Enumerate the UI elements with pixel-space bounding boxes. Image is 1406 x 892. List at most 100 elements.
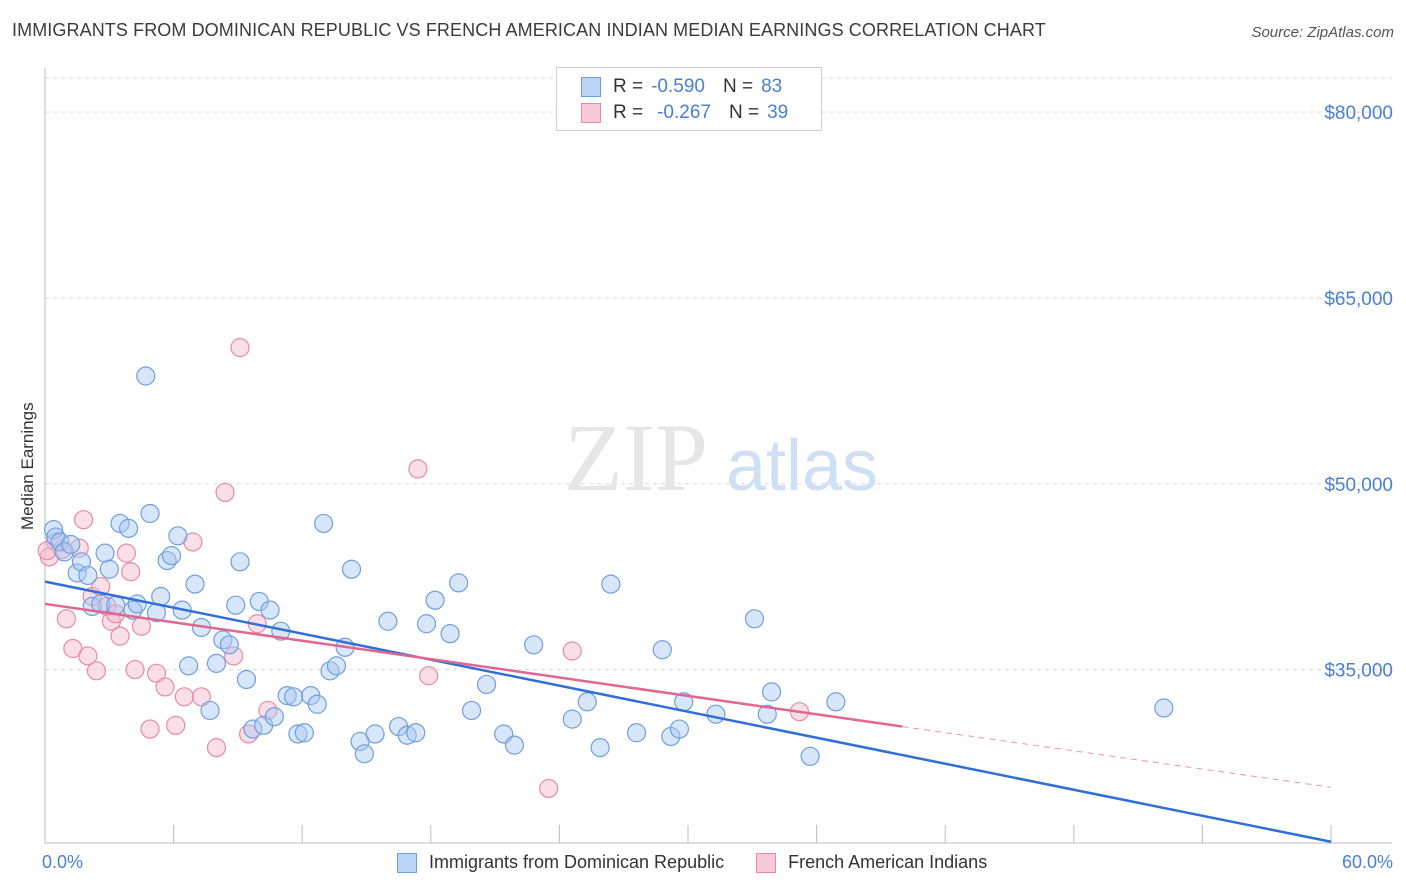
point-french [215, 482, 235, 503]
point-dominican [206, 653, 227, 673]
point-dominican [54, 542, 74, 562]
point-dominican [476, 674, 497, 695]
r-value: -0.267 [657, 102, 711, 123]
point-french [110, 626, 130, 646]
point-dominican [744, 609, 765, 629]
point-dominican [106, 595, 126, 615]
point-dominican [200, 700, 220, 721]
point-dominican [341, 559, 362, 579]
point-french [56, 609, 77, 629]
r-value: -0.590 [651, 76, 705, 97]
point-french [86, 661, 107, 681]
point-dominican [826, 692, 846, 712]
point-dominican [277, 685, 297, 706]
point-dominican [288, 724, 308, 744]
y-tick-label: $35,000 [1324, 661, 1393, 682]
legend-row-blue: R = -0.590 N = 83 [581, 76, 782, 98]
point-dominican [236, 669, 257, 690]
point-dominican [127, 594, 147, 614]
point-french [539, 778, 559, 799]
point-dominican [626, 723, 647, 743]
point-french [125, 659, 145, 680]
point-dominican [757, 704, 777, 724]
point-dominican [461, 700, 482, 721]
n-value: 39 [767, 102, 789, 123]
legend-swatch-pink [581, 103, 601, 123]
point-dominican [260, 600, 280, 620]
point-dominican [213, 630, 233, 650]
point-french [224, 646, 244, 666]
y-tick-label: $65,000 [1324, 289, 1393, 310]
legend-swatch-pink [756, 852, 777, 873]
point-dominican [140, 503, 160, 524]
point-dominican [440, 624, 460, 644]
point-dominican [706, 704, 726, 724]
x-tick-max: 60.0% [1341, 852, 1393, 872]
watermark-atlas: atlas [726, 426, 878, 506]
point-dominican [590, 738, 610, 758]
y-tick-label: $80,000 [1324, 103, 1393, 124]
point-dominican [99, 559, 119, 579]
n-value: 83 [761, 76, 783, 97]
point-french [230, 337, 250, 358]
point-dominican [326, 656, 347, 676]
point-dominican [230, 552, 250, 572]
legend-swatch-blue [581, 77, 601, 97]
point-french [562, 641, 582, 661]
point-french [419, 666, 439, 686]
legend-item-french: French American Indians [756, 852, 987, 873]
point-dominican [652, 640, 672, 660]
point-french [73, 510, 94, 530]
chart-title: IMMIGRANTS FROM DOMINICAN REPUBLIC VS FR… [12, 20, 1046, 40]
point-french [155, 677, 175, 697]
point-dominican [264, 707, 284, 727]
point-dominican [219, 635, 239, 655]
trend-line-french [44, 602, 903, 728]
n-label: N = [722, 76, 754, 97]
point-dominican [61, 534, 81, 555]
legend-swatch-blue [397, 852, 417, 873]
legend-item-dominican: Immigrants from Dominican Republic [397, 852, 724, 873]
point-dominican [365, 724, 385, 744]
point-french [408, 459, 428, 479]
legend-row-pink: R = -0.267 N = 39 [581, 102, 788, 124]
r-label: R = [613, 102, 644, 123]
correlation-legend: R = -0.590 N = 83 R = -0.267 N = 39 [556, 67, 822, 131]
point-french [206, 738, 227, 758]
point-dominican [168, 526, 188, 546]
point-dominican [416, 614, 437, 634]
point-dominican [161, 546, 182, 566]
point-dominican [284, 687, 304, 707]
point-dominican [320, 661, 340, 681]
point-dominican [378, 611, 398, 631]
point-dominican [577, 692, 597, 712]
point-dominican [294, 723, 314, 743]
point-dominican [449, 573, 469, 593]
grid-lines [45, 77, 1392, 671]
point-french [121, 562, 141, 582]
point-dominican [243, 719, 263, 739]
point-dominican [761, 682, 782, 702]
y-tick-label: $50,000 [1324, 475, 1393, 496]
r-label: R = [613, 76, 644, 97]
point-french [166, 715, 186, 735]
point-dominican [524, 635, 544, 655]
trend-lines [44, 580, 1332, 843]
point-dominican [314, 513, 334, 534]
point-dominican [800, 746, 820, 766]
source-label: Source: ZipAtlas.com [1251, 24, 1394, 41]
point-dominican [179, 656, 199, 676]
trend-line-dominican [44, 580, 1332, 843]
legend-label-dominican: Immigrants from Dominican Republic [429, 852, 725, 872]
point-french [174, 687, 194, 707]
point-french [140, 719, 160, 739]
point-dominican [425, 590, 445, 610]
point-dominican [669, 719, 690, 739]
trend-line-french-extrapolated [902, 726, 1332, 788]
point-dominican [136, 366, 156, 386]
series-dominican-republic [43, 366, 1174, 766]
series-legend: Immigrants from Dominican Republic Frenc… [397, 852, 1019, 873]
point-french [146, 663, 167, 683]
point-dominican [226, 595, 246, 615]
